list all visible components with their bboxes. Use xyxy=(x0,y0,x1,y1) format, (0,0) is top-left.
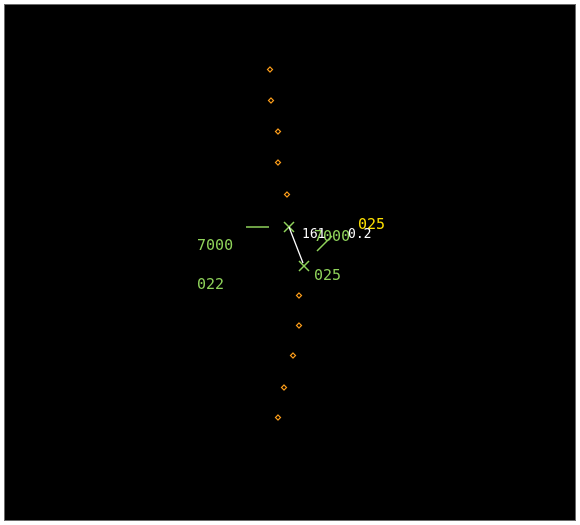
target-b-leader xyxy=(316,235,333,252)
history-dot-icon xyxy=(295,292,303,299)
range-bearing-line xyxy=(288,226,304,264)
target-a-speed: 022 xyxy=(197,275,225,293)
target-b-datablock[interactable]: 7000 025 xyxy=(314,204,350,308)
target-a-datablock[interactable]: 7000 022 xyxy=(197,213,233,317)
target-a-altitude: 7000 xyxy=(197,236,234,254)
history-dot-icon xyxy=(280,384,288,391)
radar-scope: 7000 022 7000 025 025 161 0.2 xyxy=(4,4,576,521)
radar-graphics xyxy=(246,66,333,421)
history-dot-icon xyxy=(267,97,275,104)
closure-speed: 025 xyxy=(358,215,386,233)
history-dot-icon xyxy=(266,66,274,73)
history-dot-icon xyxy=(295,322,303,329)
bearing-readout: 161 xyxy=(302,227,326,242)
history-dot-icon xyxy=(283,191,291,198)
target-b-altitude: 7000 xyxy=(314,227,351,245)
range-readout: 0.2 xyxy=(348,227,372,242)
history-dot-icon xyxy=(274,128,282,135)
history-dot-icon xyxy=(274,159,282,166)
history-dot-icon xyxy=(274,414,282,421)
target-b-speed: 025 xyxy=(314,266,342,284)
history-dot-icon xyxy=(289,352,297,359)
target-b-x-icon[interactable] xyxy=(298,260,310,272)
